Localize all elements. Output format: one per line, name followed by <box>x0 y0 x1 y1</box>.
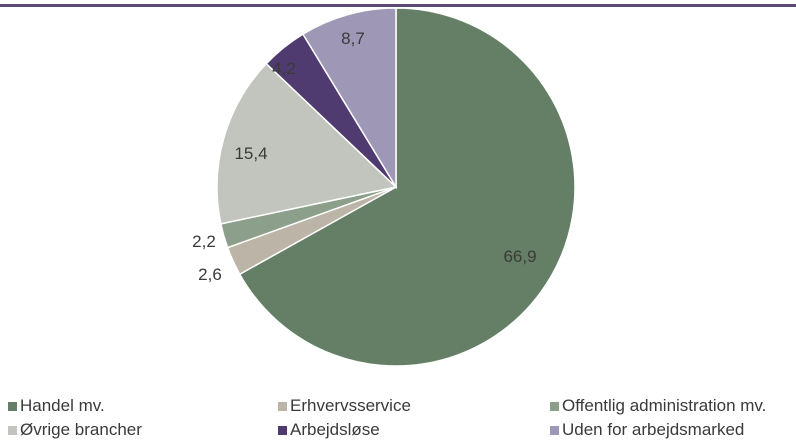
legend-label: Offentlig administration mv. <box>562 396 767 415</box>
legend-swatch <box>278 401 287 411</box>
legend-swatch <box>550 425 559 435</box>
legend-label: Uden for arbejdsmarked <box>562 420 745 439</box>
legend-label: Øvrige brancher <box>20 420 142 439</box>
data-label-2: 2,6 <box>198 265 222 284</box>
data-label-1: 66,9 <box>503 247 536 266</box>
legend: Handel mv. Erhvervsservice Offentlig admin… <box>0 396 796 442</box>
legend-swatch <box>8 425 17 435</box>
legend-item-3: Offentlig administration mv. <box>550 396 766 416</box>
legend-label: Handel mv. <box>20 396 105 415</box>
legend-label: Arbejdsløse <box>290 420 380 439</box>
pie-chart: 66,9 2,6 2,2 15,4 4,2 8,7 <box>192 7 576 367</box>
top-rule <box>0 4 796 7</box>
pie-slice-1 <box>238 7 576 367</box>
pie-data-labels: 66,9 2,6 2,2 15,4 4,2 8,7 <box>192 29 536 284</box>
data-label-6: 8,7 <box>341 29 365 48</box>
legend-item-4: Øvrige brancher <box>8 420 142 440</box>
legend-swatch <box>550 401 559 411</box>
legend-label: Erhvervsservice <box>290 396 411 415</box>
legend-item-6: Uden for arbejdsmarked <box>550 420 744 440</box>
legend-item-1: Handel mv. <box>8 396 105 416</box>
pie-slice-4 <box>216 62 398 225</box>
data-label-4: 15,4 <box>234 144 267 163</box>
pie-slices <box>216 7 576 367</box>
legend-item-5: Arbejdsløse <box>278 420 380 440</box>
data-label-5: 4,2 <box>272 59 296 78</box>
legend-swatch <box>8 401 17 411</box>
data-label-3: 2,2 <box>192 232 216 251</box>
pie-slice-6 <box>301 7 397 190</box>
legend-item-2: Erhvervsservice <box>278 396 411 416</box>
legend-swatch <box>278 425 287 435</box>
